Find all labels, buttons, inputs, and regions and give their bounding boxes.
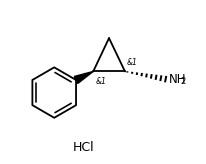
Text: &1: &1	[126, 58, 137, 67]
Text: 2: 2	[180, 78, 186, 86]
Text: &1: &1	[95, 77, 106, 86]
Text: HCl: HCl	[73, 141, 94, 154]
Polygon shape	[74, 72, 93, 83]
Text: NH: NH	[169, 73, 186, 86]
